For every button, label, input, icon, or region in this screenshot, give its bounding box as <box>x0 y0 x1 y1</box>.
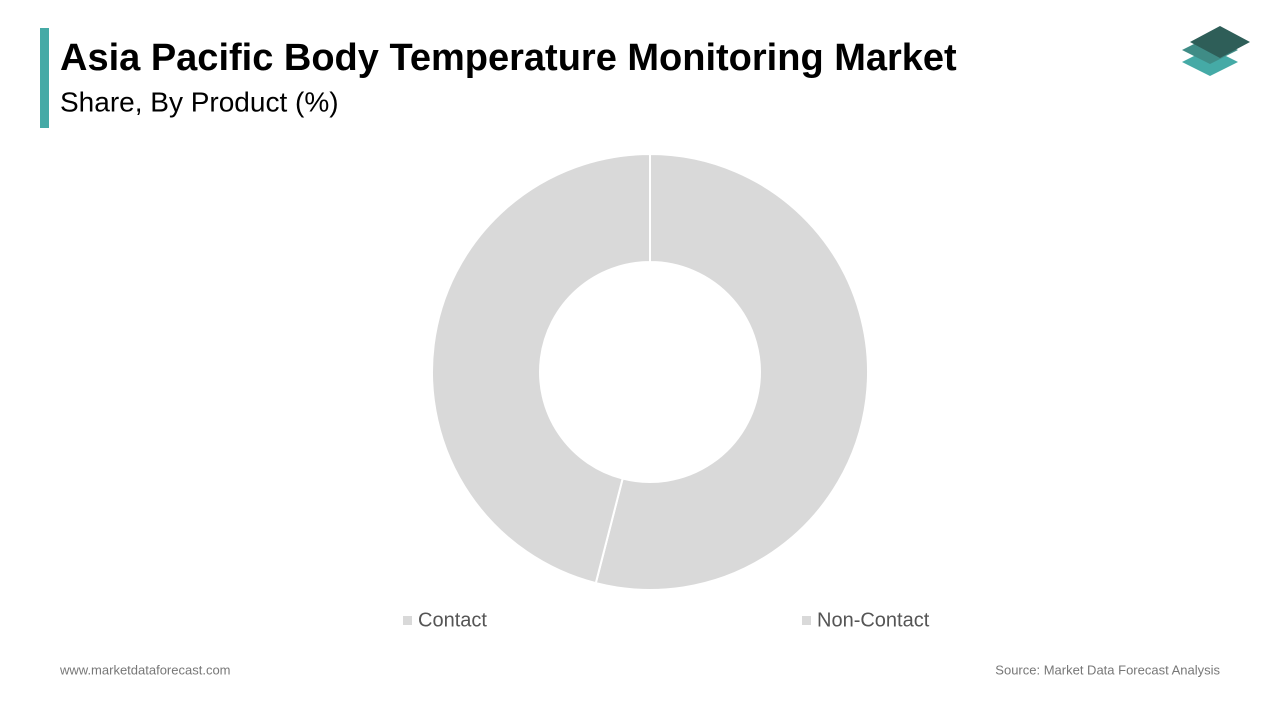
legend-swatch <box>802 616 811 625</box>
legend: Contact Non-Contact <box>403 609 930 631</box>
logo <box>1182 26 1250 76</box>
legend-swatch <box>403 616 412 625</box>
chart-subtitle: Share, By Product (%) <box>60 86 339 117</box>
legend-label: Non-Contact <box>817 609 930 631</box>
title-accent <box>40 28 49 128</box>
legend-label: Contact <box>418 609 487 631</box>
chart-title: Asia Pacific Body Temperature Monitoring… <box>60 37 957 79</box>
donut-segment <box>431 152 651 585</box>
website: www.marketdataforecast.com <box>59 662 231 677</box>
donut <box>431 152 869 591</box>
donut-segment <box>594 152 869 591</box>
source: Source: Market Data Forecast Analysis <box>995 662 1220 677</box>
